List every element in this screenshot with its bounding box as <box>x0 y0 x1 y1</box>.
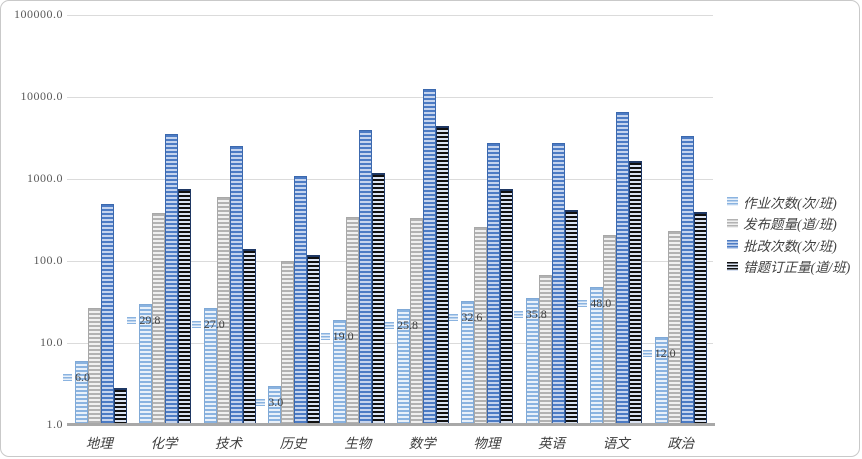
bar-发布题量(道/班)-语文 <box>603 235 617 425</box>
legend-label: 错题订正量(道/班) <box>743 260 851 276</box>
legend-key-icon <box>191 320 201 328</box>
data-label: 27.0 <box>191 316 225 332</box>
legend-key-icon <box>642 349 652 357</box>
bar-批改次数(次/班)-历史 <box>294 176 308 425</box>
data-label-value: 12.0 <box>654 345 676 360</box>
legend-key-icon <box>513 310 523 318</box>
legend-key-icon <box>63 374 72 382</box>
legend-key-icon <box>320 333 330 341</box>
bar-错题订正量(道/班)-历史 <box>307 254 321 425</box>
legend-key-icon <box>449 313 459 321</box>
data-label-value: 27.0 <box>203 316 225 331</box>
legend-item: 作业次数(次/班) <box>727 191 850 213</box>
bar-批改次数(次/班)-技术 <box>229 146 243 425</box>
bar-错题订正量(道/班)-政治 <box>693 211 707 425</box>
grid-line <box>67 15 713 16</box>
bar-发布题量(道/班)-政治 <box>667 230 681 425</box>
x-axis-category-label: 化学 <box>150 436 178 451</box>
y-axis-tick-label: 10000.0 <box>20 89 63 103</box>
grid-line <box>67 97 713 98</box>
bar-发布题量(道/班)-地理 <box>88 307 101 425</box>
data-label: 48.0 <box>578 296 611 311</box>
grid-line <box>67 343 713 344</box>
x-axis-category-label: 技术 <box>214 436 242 451</box>
x-axis-category-label: 英语 <box>537 436 565 451</box>
bar-发布题量(道/班)-英语 <box>538 274 552 425</box>
data-label: 25.8 <box>385 318 418 333</box>
bar-发布题量(道/班)-技术 <box>216 197 230 425</box>
data-label: 12.0 <box>642 345 676 361</box>
legend-key-icon <box>127 317 137 325</box>
data-label: 3.0 <box>256 395 283 410</box>
bar-批改次数(次/班)-数学 <box>423 89 436 425</box>
x-axis-category-label: 数学 <box>408 436 436 451</box>
data-label-value: 19.0 <box>332 329 354 344</box>
bar-发布题量(道/班)-生物 <box>345 216 359 425</box>
bar-批改次数(次/班)-生物 <box>358 129 372 425</box>
legend-key-icon <box>385 322 394 330</box>
legend-key-icon <box>727 218 738 228</box>
x-axis-category-label: 地理 <box>85 436 113 451</box>
bar-批改次数(次/班)-英语 <box>551 142 565 425</box>
legend-item: 批改次数(次/班) <box>727 234 850 256</box>
y-axis-tick-label: 1000.0 <box>27 171 63 185</box>
legend-label: 作业次数(次/班) <box>743 195 837 211</box>
bar-批改次数(次/班)-化学 <box>165 134 179 425</box>
x-axis-category-label: 政治 <box>667 436 695 451</box>
legend-key-icon <box>727 240 738 250</box>
bar-批改次数(次/班)-政治 <box>680 136 694 425</box>
bar-错题订正量(道/班)-数学 <box>436 126 449 425</box>
legend-label: 发布题量(道/班) <box>743 217 837 233</box>
legend-item: 错题订正量(道/班) <box>727 256 850 278</box>
x-axis-category-label: 物理 <box>473 436 501 451</box>
bar-错题订正量(道/班)-技术 <box>242 249 256 425</box>
data-label: 19.0 <box>320 329 354 344</box>
x-axis-category-label: 生物 <box>344 436 372 451</box>
bar-批改次数(次/班)-地理 <box>101 203 114 425</box>
legend-label: 批改次数(次/班) <box>743 238 837 254</box>
data-label-value: 6.0 <box>75 370 90 385</box>
data-label-value: 48.0 <box>590 296 612 311</box>
data-label-value: 35.8 <box>525 306 547 321</box>
bar-批改次数(次/班)-语文 <box>616 112 630 425</box>
bar-错题订正量(道/班)-化学 <box>178 189 192 425</box>
bar-错题订正量(道/班)-英语 <box>564 209 578 425</box>
x-axis-line <box>67 423 715 426</box>
data-label: 29.8 <box>127 313 160 328</box>
y-axis-tick-label: 1.0 <box>46 417 63 431</box>
legend-key-icon <box>727 261 738 271</box>
x-axis-category-label: 语文 <box>602 436 630 451</box>
data-label: 35.8 <box>513 306 547 322</box>
legend-key-icon <box>578 300 588 308</box>
bar-批改次数(次/班)-物理 <box>487 142 501 425</box>
data-label: 32.6 <box>449 310 482 325</box>
legend-item: 发布题量(道/班) <box>727 213 850 235</box>
x-axis-category-label: 历史 <box>279 436 307 451</box>
bar-错题订正量(道/班)-物理 <box>500 189 514 425</box>
bar-错题订正量(道/班)-地理 <box>114 388 127 425</box>
chart-legend: 作业次数(次/班) 发布题量(道/班) 批改次数(次/班) 错题订正量(道/班) <box>727 191 850 277</box>
data-label: 6.0 <box>63 370 90 385</box>
y-axis-tick-label: 10.0 <box>40 335 63 349</box>
bar-错题订正量(道/班)-语文 <box>629 161 643 425</box>
legend-key-icon <box>727 197 738 207</box>
grid-line <box>67 179 713 180</box>
data-label-value: 29.8 <box>139 313 161 328</box>
data-label-value: 3.0 <box>268 394 284 409</box>
legend-key-icon <box>256 398 266 406</box>
y-axis-tick-label: 100000.0 <box>14 7 63 21</box>
bar-错题订正量(道/班)-生物 <box>371 172 385 425</box>
bar-发布题量(道/班)-物理 <box>474 226 488 425</box>
y-axis-tick-label: 100.0 <box>33 253 63 267</box>
grid-line <box>67 261 713 262</box>
data-label-value: 32.6 <box>461 309 483 324</box>
data-label-value: 25.8 <box>397 318 418 333</box>
